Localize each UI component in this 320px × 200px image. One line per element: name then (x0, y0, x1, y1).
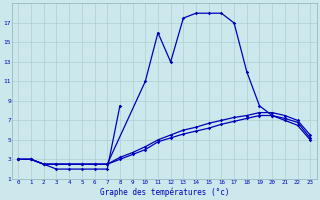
X-axis label: Graphe des températures (°c): Graphe des températures (°c) (100, 187, 229, 197)
